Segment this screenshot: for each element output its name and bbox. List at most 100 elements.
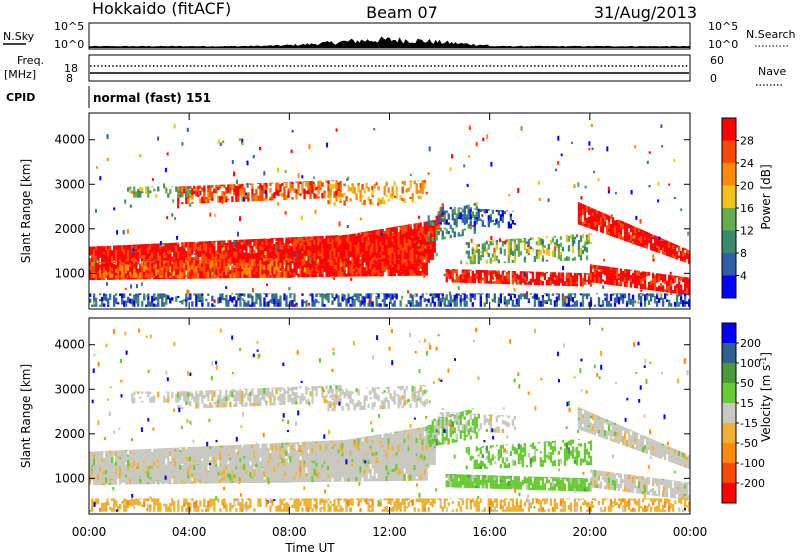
heatmap-cell	[187, 199, 190, 204]
heatmap-cell	[470, 238, 473, 243]
heatmap-cell	[639, 231, 643, 237]
heatmap-cell	[315, 236, 318, 242]
heatmap-cell	[157, 452, 160, 458]
heatmap-cell	[393, 257, 396, 264]
heatmap-cell	[259, 238, 262, 246]
heatmap-cell	[589, 215, 593, 223]
heatmap-cell	[299, 243, 302, 249]
heatmap-cell	[485, 248, 488, 255]
heatmap-cell	[649, 280, 653, 285]
heatmap-cell	[605, 293, 609, 297]
heatmap-cell	[375, 264, 378, 268]
heatmap-cell	[199, 455, 202, 463]
heatmap-cell	[399, 250, 402, 253]
heatmap-cell	[425, 226, 428, 232]
heatmap-cell	[279, 258, 282, 264]
heatmap-cell	[177, 267, 180, 269]
heatmap-cell	[109, 459, 112, 463]
heatmap-cell	[469, 209, 472, 215]
heatmap-cell	[247, 252, 250, 260]
heatmap-cell	[89, 453, 92, 458]
heatmap-cell	[149, 467, 152, 474]
heatmap-cell	[109, 270, 112, 273]
heatmap-cell	[563, 301, 567, 307]
heatmap-cell	[660, 124, 663, 128]
heatmap-cell	[313, 269, 316, 275]
heatmap-cell	[275, 273, 278, 278]
heatmap-cell	[445, 228, 448, 234]
heatmap-cell	[581, 204, 585, 210]
heatmap-cell	[147, 449, 150, 454]
heatmap-cell	[99, 264, 102, 269]
heatmap-cell	[381, 256, 384, 262]
heatmap-cell	[207, 453, 210, 461]
heatmap-cell	[353, 244, 356, 247]
heatmap-cell	[283, 186, 286, 194]
heatmap-cell	[545, 248, 549, 255]
heatmap-cell	[383, 200, 386, 205]
heatmap-cell	[225, 251, 228, 258]
heatmap-cell	[455, 273, 458, 276]
heatmap-cell	[177, 204, 180, 209]
heatmap-cell	[385, 297, 388, 300]
heatmap-cell	[267, 258, 270, 265]
heatmap-cell	[417, 215, 420, 219]
heatmap-cell	[593, 268, 597, 275]
heatmap-cell	[403, 233, 406, 238]
heatmap-cell	[253, 196, 256, 199]
heatmap-cell	[395, 185, 398, 193]
heatmap-cell	[565, 298, 568, 304]
heatmap-cell	[641, 230, 645, 233]
heatmap-cell	[355, 268, 358, 273]
heatmap-cell	[453, 269, 456, 274]
heatmap-cell	[203, 461, 206, 468]
heatmap-cell	[461, 298, 464, 302]
heatmap-cell	[251, 239, 254, 242]
heatmap-cell	[199, 254, 202, 257]
heatmap-cell	[307, 249, 310, 256]
heatmap-cell	[195, 186, 198, 191]
heatmap-cell	[157, 262, 160, 270]
heatmap-cell	[245, 195, 248, 199]
heatmap-cell	[179, 452, 182, 457]
heatmap-cell	[167, 193, 170, 198]
heatmap-cell	[391, 232, 394, 237]
heatmap-cell	[187, 260, 190, 261]
heatmap-cell	[621, 276, 625, 282]
heatmap-cell	[146, 295, 149, 298]
heatmap-cell	[351, 298, 354, 301]
heatmap-cell	[223, 265, 226, 272]
heatmap-cell	[237, 239, 240, 243]
heatmap-cell	[273, 192, 276, 199]
heatmap-cell	[347, 270, 350, 277]
heatmap-cell	[183, 253, 186, 256]
heatmap-cell	[511, 250, 514, 256]
heatmap-cell	[475, 222, 478, 225]
heatmap-cell	[379, 241, 382, 246]
heatmap-cell	[195, 254, 198, 262]
heatmap-cell	[129, 244, 132, 252]
heatmap-cell	[357, 293, 360, 297]
heatmap-cell	[475, 211, 478, 217]
heatmap-cell	[333, 248, 336, 251]
heatmap-cell	[665, 299, 669, 302]
heatmap-cell	[465, 205, 468, 209]
heatmap-cell	[321, 240, 324, 244]
heatmap-cell	[655, 273, 659, 275]
heatmap-cell	[301, 301, 304, 307]
heatmap-cell	[651, 272, 655, 274]
heatmap-cell	[589, 207, 593, 209]
heatmap-cell	[133, 271, 136, 276]
heatmap-cell	[335, 179, 338, 186]
heatmap-cell	[107, 262, 110, 269]
heatmap-cell	[355, 243, 358, 246]
heatmap-cell	[235, 248, 238, 252]
freq-panel: Freq. [MHz] 18 8 60 0 Nave	[4, 54, 786, 86]
heatmap-cell	[225, 187, 228, 190]
heatmap-cell	[249, 293, 252, 299]
heatmap-cell	[483, 209, 486, 214]
heatmap-cell	[383, 188, 386, 196]
heatmap-cell	[261, 255, 264, 259]
heatmap-cell	[317, 268, 320, 271]
heatmap-cell	[659, 238, 663, 241]
